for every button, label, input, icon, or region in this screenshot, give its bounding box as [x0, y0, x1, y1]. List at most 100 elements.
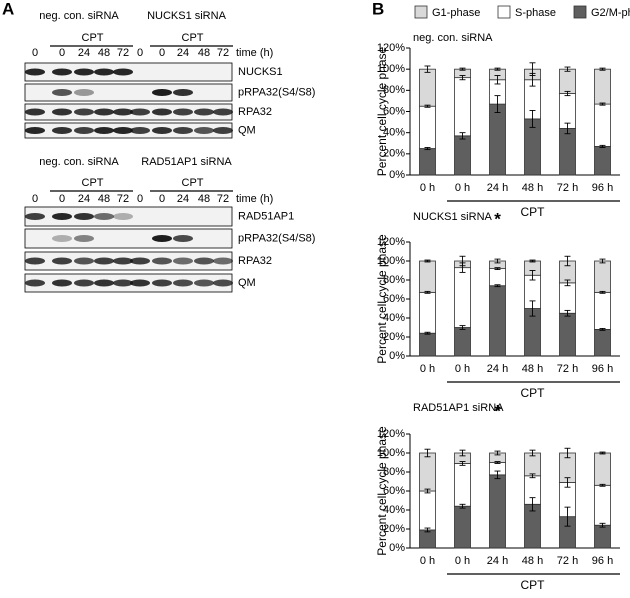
error-bar [529, 473, 536, 479]
error-bar [494, 75, 501, 85]
time-label: 0 [32, 193, 38, 205]
error-bar [459, 75, 466, 81]
error-bar [564, 255, 571, 267]
time-label: 0 [159, 47, 165, 59]
error-bar [494, 267, 501, 270]
bar-segment [419, 332, 436, 357]
chart-title: RAD51AP1 siRNA [413, 402, 504, 414]
band [94, 68, 114, 76]
y-tick-label: 40% [383, 127, 405, 139]
error-bar [529, 62, 536, 76]
band [94, 213, 114, 220]
bar-segment [594, 291, 611, 330]
bar-segment [524, 452, 541, 477]
blot-strip [24, 228, 233, 249]
x-tick-label: 72 h [557, 363, 578, 375]
band [94, 108, 114, 116]
error-bar [459, 255, 466, 267]
y-tick-label: 80% [383, 466, 405, 478]
error-bar [494, 450, 501, 456]
y-tick-label: 0% [389, 542, 405, 554]
band [25, 68, 45, 76]
row-label: QM [238, 124, 256, 136]
time-label: 72 [117, 193, 129, 205]
time-label: 0 [159, 193, 165, 205]
error-bar [424, 65, 431, 73]
band [74, 257, 94, 265]
bar-segment [559, 282, 576, 314]
group-label: CPT [521, 205, 546, 219]
band [213, 279, 233, 287]
chart-title: NUCKS1 siRNA [413, 211, 493, 223]
band [25, 213, 45, 220]
time-label: 48 [98, 193, 110, 205]
group-label: neg. con. siRNA [39, 10, 119, 22]
time-axis-label: time (h) [236, 47, 273, 59]
error-bar [459, 325, 466, 330]
band [113, 68, 133, 76]
band [213, 127, 233, 134]
group-label: NUCKS1 siRNA [147, 10, 227, 22]
legend-label: S-phase [515, 7, 556, 19]
error-bar [459, 503, 466, 509]
band [25, 108, 45, 116]
error-bar [424, 331, 431, 335]
group-label: neg. con. siRNA [39, 156, 119, 168]
x-tick-label: 96 h [592, 182, 613, 194]
row-label: RPA32 [238, 106, 272, 118]
bar-segment [489, 285, 506, 357]
band [152, 108, 172, 116]
band [113, 279, 133, 287]
band [113, 257, 133, 265]
band [74, 235, 94, 242]
band [25, 279, 45, 287]
band [74, 68, 94, 76]
x-tick-label: 48 h [522, 182, 543, 194]
bar-segment [454, 267, 471, 328]
bar-segment [559, 68, 576, 94]
error-bar [494, 284, 501, 288]
bar-segment [454, 505, 471, 549]
band [152, 257, 172, 265]
band [152, 279, 172, 287]
x-tick-label: 96 h [592, 555, 613, 567]
band [173, 279, 193, 287]
bar-segment [454, 135, 471, 176]
y-tick-label: 120% [377, 428, 405, 440]
band [52, 279, 72, 287]
time-label: 72 [217, 193, 229, 205]
error-bar [424, 448, 431, 458]
y-axis-label: Percent cell cycle phase [375, 426, 389, 556]
x-tick-label: 24 h [487, 182, 508, 194]
row-label: QM [238, 277, 256, 289]
band [94, 127, 114, 134]
error-bar [599, 483, 606, 487]
y-tick-label: 0% [389, 169, 405, 181]
bar-segment [594, 328, 611, 357]
time-label: 24 [78, 47, 90, 59]
legend-swatch [497, 5, 511, 19]
y-tick-label: 100% [377, 255, 405, 267]
error-bar [494, 470, 501, 480]
band [173, 257, 193, 265]
y-tick-label: 20% [383, 148, 405, 160]
band [194, 127, 214, 134]
y-tick-label: 60% [383, 105, 405, 117]
band [25, 127, 45, 134]
treatment-label: CPT [82, 177, 104, 189]
band [152, 235, 172, 242]
band [194, 257, 214, 265]
error-bar [529, 259, 536, 263]
legend-swatch [414, 5, 428, 19]
band [113, 127, 133, 134]
time-label: 24 [177, 193, 189, 205]
bar-segment [594, 68, 611, 105]
bar-segment [419, 68, 436, 107]
bar-segment [419, 291, 436, 334]
error-bar [529, 300, 536, 317]
legend-label: G2/M-phase [591, 7, 630, 19]
treatment-label: CPT [182, 177, 204, 189]
bar-segment [419, 148, 436, 176]
bar-segment [419, 105, 436, 149]
band [113, 108, 133, 116]
